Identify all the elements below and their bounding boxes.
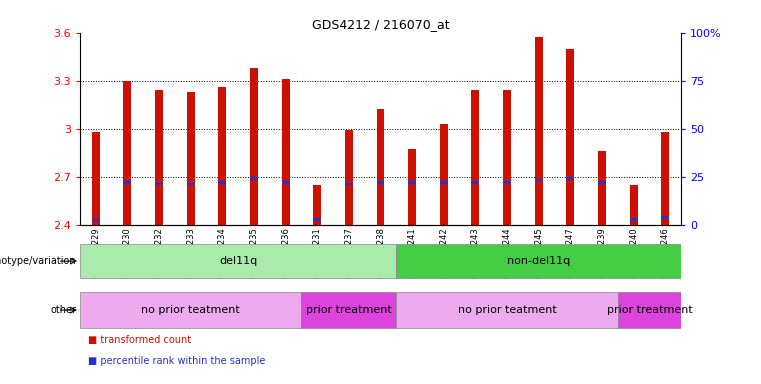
Bar — [186, 182, 195, 185]
Bar — [186, 92, 195, 225]
Text: no prior teatment: no prior teatment — [457, 305, 556, 315]
Bar — [472, 90, 479, 225]
Bar — [377, 181, 384, 184]
Bar — [92, 132, 100, 225]
Bar — [282, 79, 289, 225]
Bar — [440, 124, 447, 225]
Bar — [345, 182, 353, 185]
Bar — [396, 292, 618, 328]
Bar — [314, 185, 321, 225]
Bar — [155, 182, 163, 185]
Bar — [472, 181, 479, 184]
Bar — [566, 177, 575, 180]
Bar — [629, 218, 638, 221]
Bar — [396, 244, 681, 278]
Bar — [661, 132, 669, 225]
Text: prior treatment: prior treatment — [306, 305, 392, 315]
Bar — [80, 292, 301, 328]
Text: ■ percentile rank within the sample: ■ percentile rank within the sample — [88, 356, 265, 366]
Text: genotype/variation: genotype/variation — [0, 256, 76, 266]
Bar — [92, 218, 100, 222]
Bar — [535, 179, 543, 182]
Bar — [123, 181, 132, 184]
Title: GDS4212 / 216070_at: GDS4212 / 216070_at — [312, 18, 449, 31]
Text: del11q: del11q — [219, 256, 257, 266]
Bar — [566, 49, 575, 225]
Bar — [377, 109, 384, 225]
Bar — [250, 177, 258, 180]
Bar — [314, 218, 321, 221]
Bar — [503, 90, 511, 225]
Text: ■ transformed count: ■ transformed count — [88, 335, 191, 345]
Text: prior treatment: prior treatment — [607, 305, 693, 315]
Bar — [301, 292, 396, 328]
Bar — [408, 181, 416, 184]
Bar — [598, 181, 606, 184]
Bar — [661, 216, 669, 219]
Bar — [629, 185, 638, 225]
Bar — [80, 244, 396, 278]
Text: non-del11q: non-del11q — [507, 256, 570, 266]
Bar — [440, 181, 447, 184]
Text: no prior teatment: no prior teatment — [142, 305, 240, 315]
Bar — [345, 130, 353, 225]
Bar — [503, 181, 511, 184]
Bar — [155, 90, 163, 225]
Bar — [618, 292, 681, 328]
Text: other: other — [50, 305, 76, 315]
Bar — [535, 38, 543, 225]
Bar — [598, 151, 606, 225]
Bar — [282, 181, 289, 184]
Bar — [408, 149, 416, 225]
Bar — [218, 181, 226, 184]
Bar — [218, 87, 226, 225]
Bar — [123, 81, 132, 225]
Bar — [250, 68, 258, 225]
